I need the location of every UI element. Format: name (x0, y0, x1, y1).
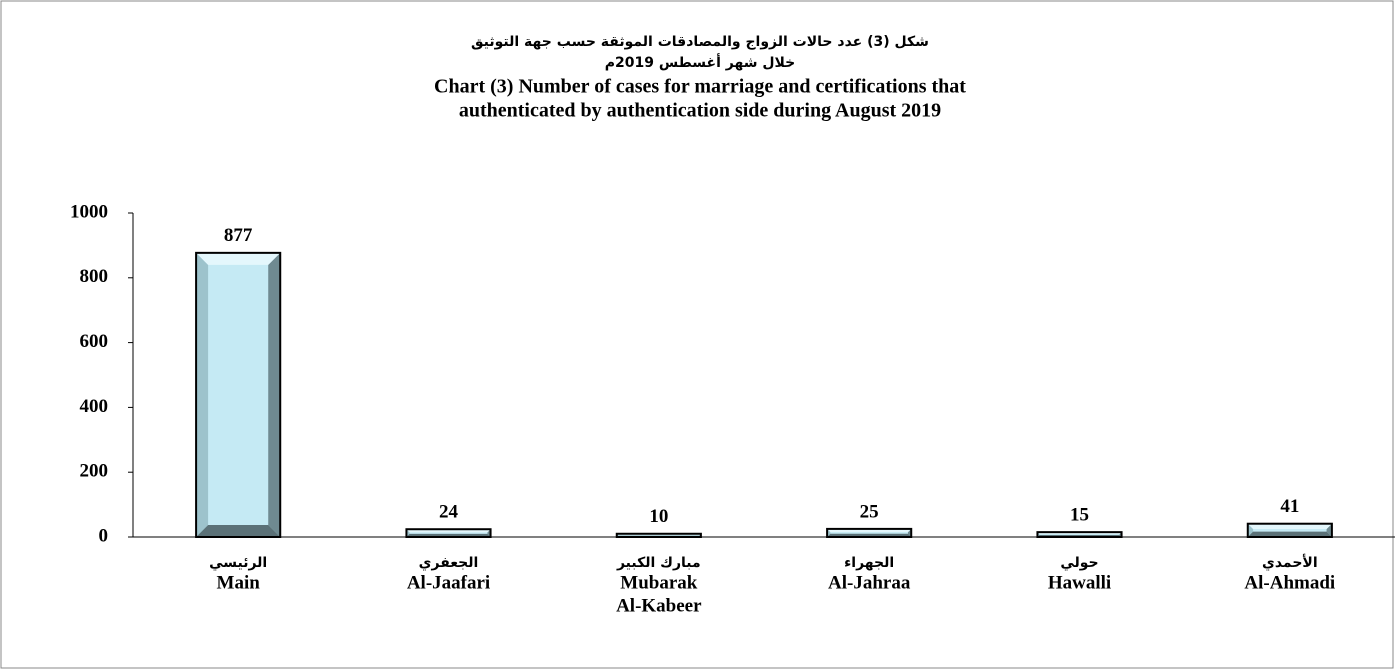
bar-bevel (1247, 531, 1332, 537)
bar-outline (1246, 522, 1333, 539)
data-label: 10 (649, 506, 668, 527)
x-tick-label: الجهراء (844, 555, 894, 571)
bar (616, 533, 701, 537)
x-tick-label: الجعفري (419, 555, 479, 572)
chart-title: Chart (3) Number of cases for marriage a… (434, 76, 966, 98)
x-tick-label: Al-Jaafari (407, 572, 490, 593)
bar-outline (195, 251, 282, 539)
data-label: 41 (1280, 496, 1299, 517)
bar-bevel (268, 252, 281, 538)
bar (1037, 532, 1122, 537)
y-tick-label: 1000 (70, 201, 108, 222)
x-tick-label: Hawalli (1048, 572, 1111, 593)
x-tick-label: حولي (1060, 555, 1098, 571)
y-tick-label: 400 (80, 396, 109, 417)
y-tick-label: 800 (80, 266, 109, 287)
x-tick-label: Al-Ahmadi (1244, 572, 1335, 593)
x-tick-label: Al-Kabeer (616, 595, 702, 616)
bar (406, 529, 491, 537)
bar-bevel (1247, 523, 1254, 537)
data-label: 15 (1070, 504, 1089, 525)
y-tick-label: 200 (80, 461, 109, 482)
x-tick-label: Al-Jahraa (828, 572, 911, 593)
bar-outline (615, 532, 702, 539)
x-tick-label: الأحمدي (1262, 554, 1318, 572)
y-tick-label: 0 (99, 525, 109, 546)
chart-title: authenticated by authentication side dur… (459, 100, 941, 122)
data-label: 25 (860, 501, 879, 522)
chart-title: خلال شهر أغسطس 2019م (605, 53, 795, 71)
x-tick-label: الرئيسي (209, 555, 267, 571)
bar-bevel (196, 252, 209, 538)
data-label: 877 (224, 225, 253, 246)
y-tick-label: 600 (80, 331, 109, 352)
bar (827, 528, 912, 537)
chart-title: شكل (3) عدد حالات الزواج والمصادقات المو… (471, 34, 929, 50)
bar-bevel (1247, 523, 1332, 530)
bar-bevel (196, 252, 281, 265)
bar (196, 252, 281, 538)
bar-bevel (1326, 523, 1332, 537)
x-tick-label: Mubarak (620, 572, 698, 593)
x-tick-label: مبارك الكبير (616, 555, 701, 571)
bar-outline (1036, 531, 1123, 539)
bar-outline (405, 528, 492, 538)
data-label: 24 (439, 502, 459, 523)
bar-outline (826, 527, 913, 539)
bar-bevel (196, 525, 281, 537)
x-tick-label: Main (217, 572, 261, 593)
